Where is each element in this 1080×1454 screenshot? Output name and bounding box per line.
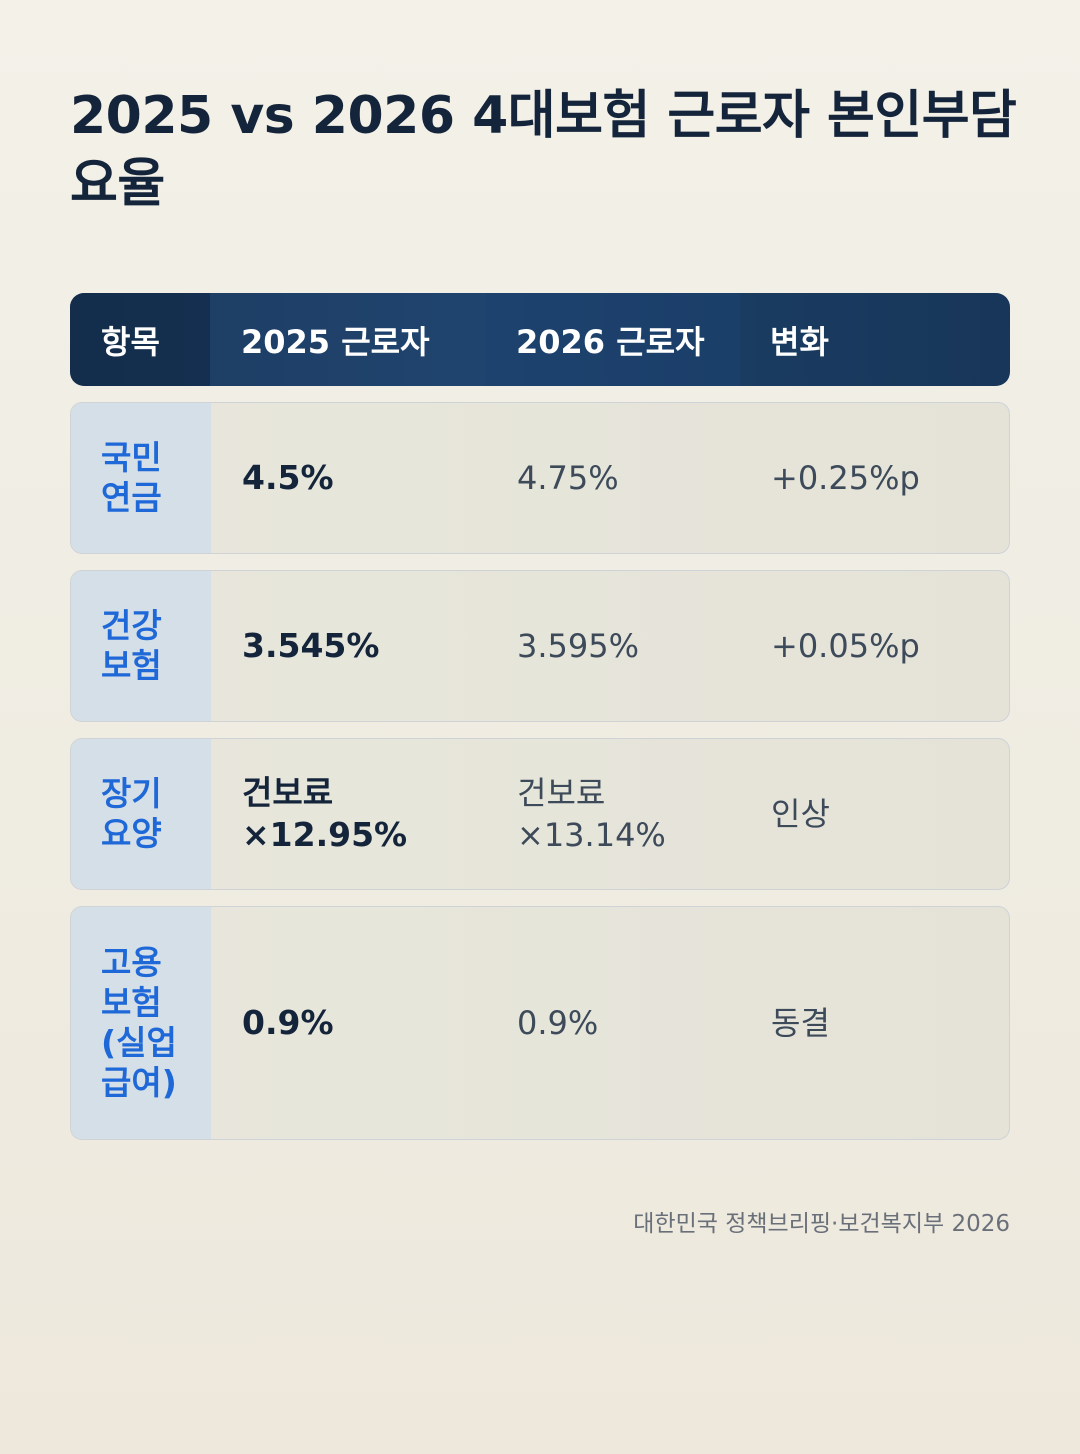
header-item: 항목 (70, 293, 210, 386)
row-rate-2026: 건보료 ×13.14% (517, 774, 666, 854)
header-2025: 2025 근로자 (210, 293, 486, 386)
row-rate-2025: 건보료 ×12.95% (242, 773, 408, 854)
row-item-label: 고용 보험 (실업 급여) (71, 907, 211, 1139)
table-row: 장기 요양 건보료 ×12.95% 건보료 ×13.14% 인상 (70, 738, 1010, 890)
row-change: +0.05%p (771, 627, 920, 665)
insurance-rate-table: 항목 2025 근로자 2026 근로자 변화 국민 연금 4.5% 4.75%… (70, 293, 1010, 1156)
row-change: +0.25%p (771, 459, 920, 497)
row-change: 인상 (771, 795, 830, 833)
row-rate-2025: 4.5% (242, 458, 334, 497)
table-row: 고용 보험 (실업 급여) 0.9% 0.9% 동결 (70, 906, 1010, 1140)
table-header: 항목 2025 근로자 2026 근로자 변화 (70, 293, 1010, 386)
page-title: 2025 vs 2026 4대보험 근로자 본인부담 요율 (70, 86, 1017, 214)
row-item-label: 장기 요양 (71, 739, 211, 889)
table-row: 국민 연금 4.5% 4.75% +0.25%p (70, 402, 1010, 554)
row-rate-2026: 3.595% (517, 627, 640, 665)
row-item-label: 건강 보험 (71, 571, 211, 721)
row-item-label: 국민 연금 (71, 403, 211, 553)
table-row: 건강 보험 3.545% 3.595% +0.05%p (70, 570, 1010, 722)
source-footer: 대한민국 정책브리핑·보건복지부 2026 (633, 1211, 1010, 1237)
row-rate-2025: 3.545% (242, 626, 380, 665)
header-change: 변화 (770, 322, 829, 361)
row-change: 동결 (771, 1004, 830, 1042)
row-rate-2026: 0.9% (517, 1004, 599, 1042)
header-2026: 2026 근로자 (486, 293, 740, 386)
row-rate-2025: 0.9% (242, 1003, 334, 1042)
row-rate-2026: 4.75% (517, 459, 619, 497)
